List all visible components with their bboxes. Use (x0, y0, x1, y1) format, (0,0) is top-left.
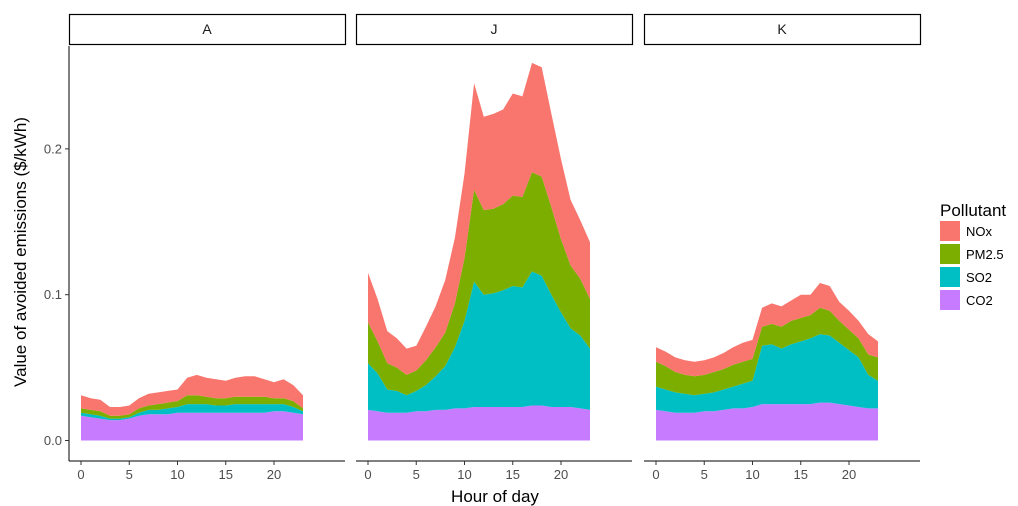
x-tick-label: 10 (745, 467, 759, 482)
legend-label: NOx (966, 224, 993, 239)
x-tick-label: 15 (506, 467, 520, 482)
x-tick-label: 0 (652, 467, 659, 482)
x-tick-label: 5 (126, 467, 133, 482)
legend-key-pm25 (940, 244, 960, 264)
facet-panels: 0.0 0.1 0.2 A 0 5 10 15 20 J 0 5 10 15 20 K 0 5 10 15 20 (44, 15, 921, 483)
facet-strip-label: J (491, 21, 498, 37)
facet-panel-J: J 0 5 10 15 20 (356, 15, 633, 483)
facet-strip-label: A (202, 21, 212, 37)
x-tick-label: 10 (170, 467, 184, 482)
y-tick-label: 0.1 (44, 287, 62, 302)
y-tick-label: 0.2 (44, 141, 62, 156)
x-tick-label: 0 (77, 467, 84, 482)
legend-key-so2 (940, 267, 960, 287)
facet-panel-K: K 0 5 10 15 20 (644, 15, 921, 483)
x-tick-label: 0 (364, 467, 371, 482)
legend-label: PM2.5 (966, 247, 1004, 262)
x-tick-label: 5 (413, 467, 420, 482)
x-tick-label: 15 (794, 467, 808, 482)
y-axis-title: Value of avoided emissions ($/kWh) (11, 117, 30, 387)
x-tick-label: 20 (554, 467, 568, 482)
facet-strip-label: K (777, 21, 787, 37)
x-axis-title: Hour of day (451, 487, 539, 506)
legend-title: Pollutant (940, 201, 1006, 220)
y-tick-label: 0.0 (44, 433, 62, 448)
x-tick-label: 20 (842, 467, 856, 482)
legend-label: CO2 (966, 293, 993, 308)
x-tick-label: 5 (701, 467, 708, 482)
x-tick-label: 10 (457, 467, 471, 482)
legend: Pollutant NOx PM2.5 SO2 CO2 (940, 201, 1006, 310)
legend-key-nox (940, 221, 960, 241)
x-tick-label: 20 (267, 467, 281, 482)
legend-label: SO2 (966, 270, 992, 285)
legend-key-co2 (940, 290, 960, 310)
x-tick-label: 15 (219, 467, 233, 482)
facet-panel-A: A 0 5 10 15 20 (69, 15, 346, 483)
